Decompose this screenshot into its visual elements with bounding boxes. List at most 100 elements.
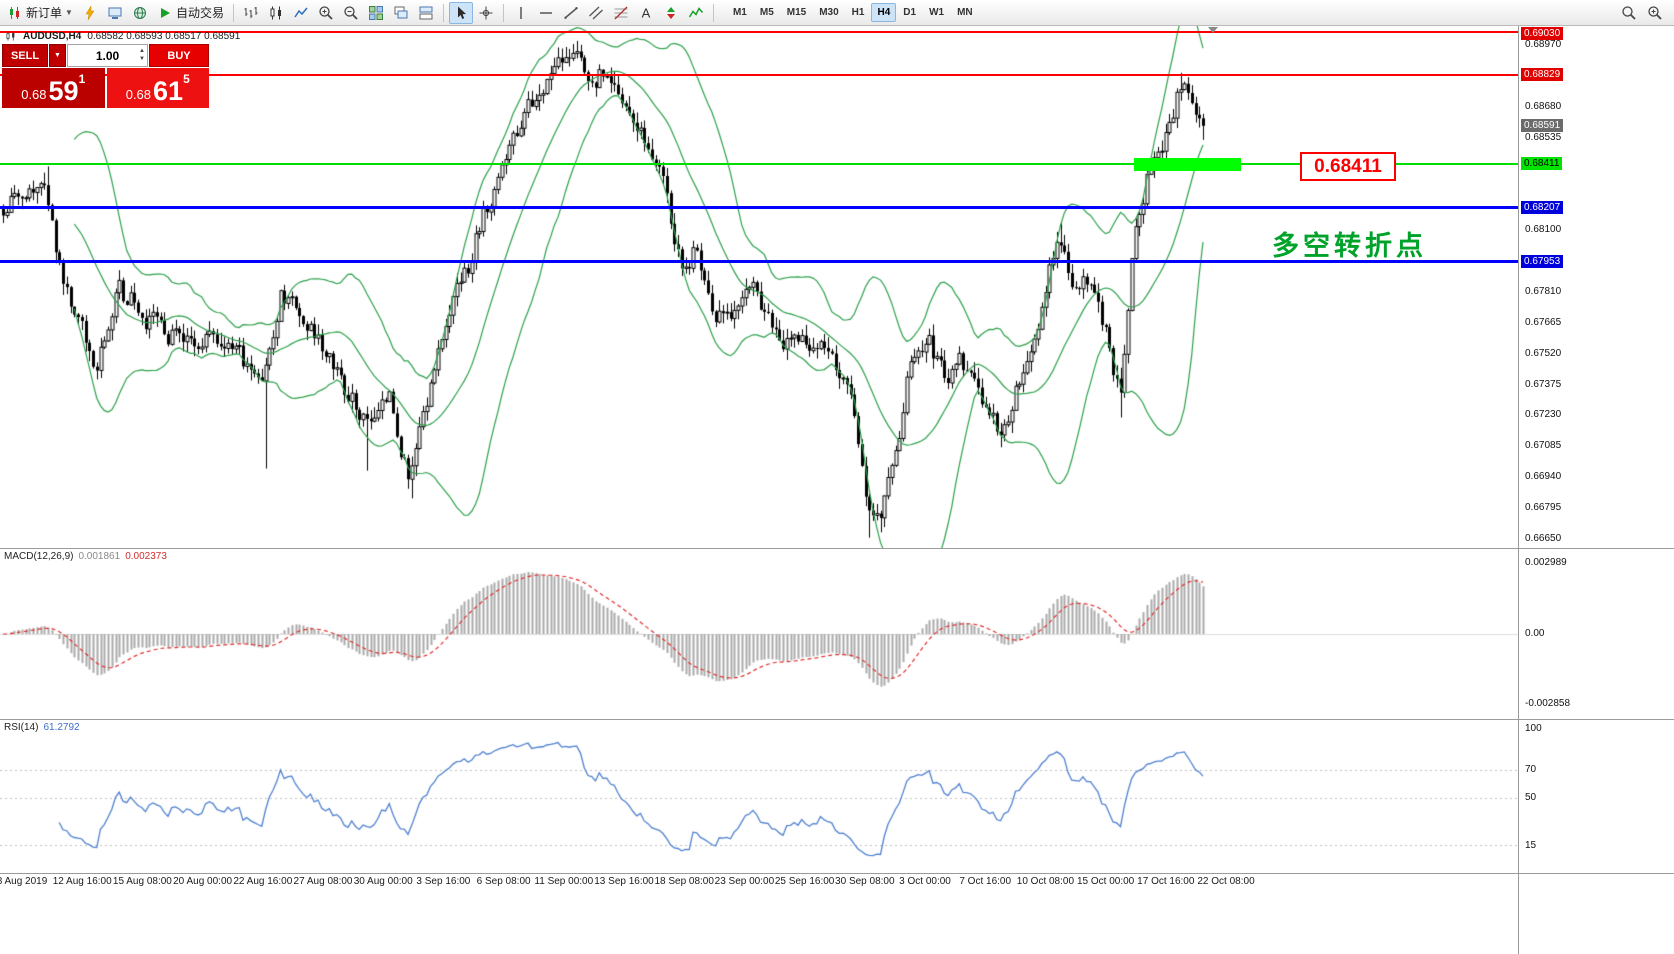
volume-value: 1.00 [95,48,120,63]
price-tick: 0.66650 [1525,532,1562,544]
text-icon: A [638,5,654,21]
toolbar-separator [442,3,444,22]
macd-axis-tick: 0.002989 [1525,557,1567,568]
timeframe-m5[interactable]: M5 [759,7,774,18]
arrows-button[interactable] [659,2,683,24]
price-axis[interactable]: 0.68970 0.68680 0.68535 0.68100 0.67810 0.676… [1518,0,1674,954]
price-tick: 0.67665 [1525,316,1562,328]
timeframe-h4[interactable]: H4 [871,3,897,22]
sell-button[interactable]: SELL [2,44,48,67]
rsi-axis-tick: 100 [1525,723,1542,734]
buy-button[interactable]: BUY [149,44,209,67]
search-symbol-button[interactable] [1617,2,1641,24]
rsi-panel-canvas[interactable] [0,719,1518,873]
resistance-line-06903[interactable] [0,31,1518,34]
alerts-button[interactable] [78,2,102,24]
price-tick: 0.68970 [1525,39,1562,51]
price-tick: 0.66795 [1525,501,1562,513]
timeframe-mn[interactable]: MN [957,7,973,18]
time-tick: 23 Sep 00:00 [714,876,775,887]
quick-zoom-button[interactable] [1643,2,1667,24]
timeframe-d1[interactable]: D1 [903,7,917,18]
macd-signal-value: 0.002373 [125,551,167,562]
panel-separator[interactable] [0,719,1674,720]
volume-dropdown-button[interactable]: ▼ [49,44,66,67]
time-tick: 8 Aug 2019 [0,876,48,887]
rsi-name: RSI(14) [4,722,39,733]
resistance-line-068829[interactable] [0,74,1518,77]
tile-windows-button[interactable] [364,2,388,24]
time-axis[interactable]: 8 Aug 2019 12 Aug 16:00 15 Aug 08:00 20 Aug… [0,874,1518,890]
new-order-button-label: 新订单 [26,6,63,20]
turning-point-label[interactable]: 多空转折点 [1272,231,1427,261]
rsi-axis-tick: 50 [1525,791,1537,803]
sell-price-prefix: 0.68 [21,87,47,102]
chart-shift-marker[interactable] [1208,27,1218,33]
support-line-068411[interactable] [0,163,1518,166]
timeframe-m30[interactable]: M30 [819,7,839,18]
horizontal-line-button[interactable] [534,2,558,24]
zoom-out-button[interactable] [339,2,363,24]
volume-input[interactable]: 1.00 ▲ ▼ [67,44,148,67]
macd-axis-tick: -0.002858 [1525,698,1571,709]
text-button[interactable]: A [634,2,658,24]
vertical-line-button[interactable] [509,2,533,24]
symbol-header: AUDUSD,H4 0.68582 0.68593 0.68517 0.6859… [5,30,240,42]
price-tick: 0.67230 [1525,409,1562,421]
pivot-line-067953[interactable] [0,260,1518,263]
price-badge-068411: 0.68411 [1521,157,1563,171]
new-order-button[interactable]: 新订单 ▼ [3,2,77,24]
macd-main-value: 0.001861 [78,551,121,562]
autotrading-button-label: 自动交易 [175,6,224,20]
toolbar: 新订单 ▼ 自动交易 A M1 M5 M15 M30 H1 H4 D1 W1 MN [0,0,1674,26]
spin-up-icon[interactable]: ▲ [139,48,145,54]
cursor-button[interactable] [448,1,473,24]
community-button[interactable] [128,2,152,24]
toolbar-right-group [1617,2,1667,24]
price-tick: 0.67810 [1525,285,1562,297]
toolbar-separator [232,3,234,22]
zoom-in-icon [1647,5,1663,21]
cursor-icon [453,5,469,21]
rsi-value: 61.2792 [43,722,80,733]
crosshair-button[interactable] [474,2,498,24]
market-depth-button[interactable] [103,2,127,24]
time-tick: 30 Sep 08:00 [835,876,895,887]
spin-down-icon[interactable]: ▼ [139,56,145,63]
pivot-line-068207[interactable] [0,206,1518,209]
volume-spinner[interactable]: ▲ ▼ [139,47,145,64]
sell-price-button[interactable]: 0.68 59 1 [2,68,105,108]
timeframe-w1[interactable]: W1 [929,7,945,18]
highlight-rectangle[interactable] [1134,157,1241,171]
zoom-in-button[interactable] [314,2,338,24]
indicators-button[interactable] [684,2,708,24]
price-badge-068829: 0.68829 [1521,68,1564,82]
fibonacci-button[interactable] [609,2,633,24]
trendline-button[interactable] [559,2,583,24]
bar-chart-button[interactable] [239,2,263,24]
arrange-windows-button[interactable] [414,2,438,24]
zoom-in-icon [318,5,334,21]
cascade-windows-button[interactable] [389,2,413,24]
candle-chart-button[interactable] [264,2,288,24]
trade-panel-top-row: SELL ▼ 1.00 ▲ ▼ BUY [2,44,209,67]
autotrading-button[interactable]: 自动交易 [153,2,228,24]
play-icon [157,5,173,21]
rsi-axis-tick: 70 [1525,764,1537,776]
line-chart-button[interactable] [289,2,313,24]
indicators-icon [688,5,704,21]
timeframe-m1[interactable]: M1 [732,7,747,18]
macd-panel-canvas[interactable] [0,548,1518,719]
panel-separator[interactable] [0,548,1674,549]
buy-price-prefix: 0.68 [125,87,152,102]
channel-button[interactable] [584,2,608,24]
buy-price-big: 61 [153,76,184,107]
timeframe-h1[interactable]: H1 [851,7,865,18]
main-chart-canvas[interactable] [0,26,1518,548]
price-annotation-box[interactable]: 0.68411 [1300,152,1396,181]
buy-price-button[interactable]: 0.68 61 5 [106,68,209,108]
timeframe-m15[interactable]: M15 [786,7,807,18]
time-tick: 27 Aug 08:00 [293,876,353,887]
cascade-icon [393,5,409,21]
